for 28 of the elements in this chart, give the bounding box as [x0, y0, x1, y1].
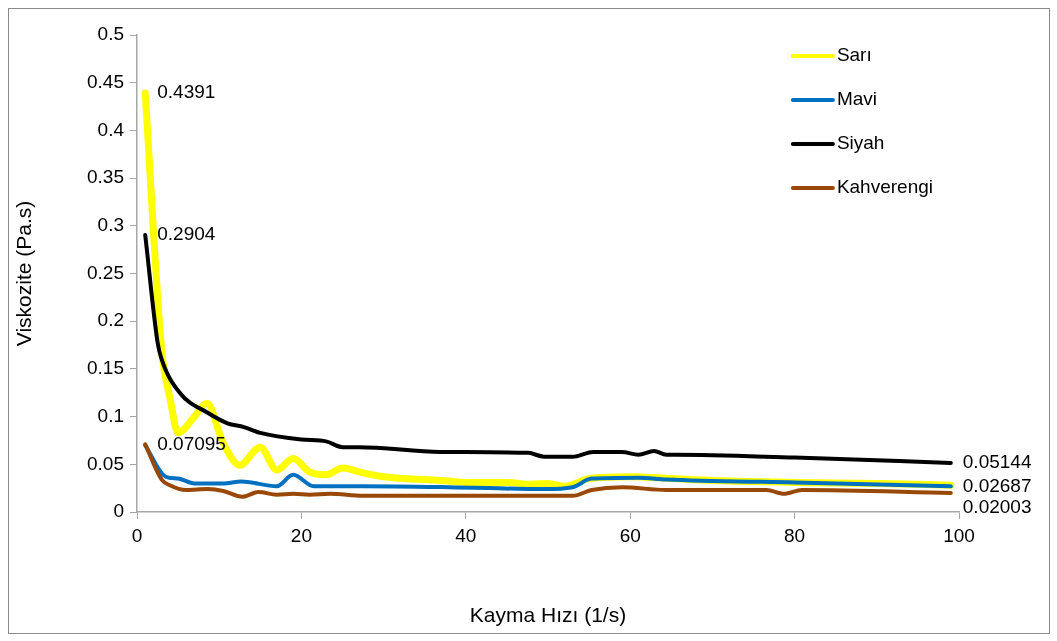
legend-label: Siyah	[836, 132, 885, 154]
x-tick-label: 100	[943, 524, 975, 546]
y-tick-label: 0.5	[97, 23, 124, 45]
legend-label: Mavi	[836, 88, 877, 110]
x-tick-label: 40	[455, 524, 477, 546]
y-tick-label: 0.2	[97, 309, 124, 331]
data-label: 0.05144	[962, 451, 1032, 473]
x-tick-label: 60	[619, 524, 641, 546]
y-axis-title: Viskozite (Pa.s)	[12, 200, 36, 347]
y-tick-label: 0.05	[87, 452, 124, 474]
y-tick-label: 0.3	[97, 214, 124, 236]
x-tick-label: 80	[784, 524, 806, 546]
data-label: 0.2904	[157, 223, 216, 245]
data-label: 0.4391	[157, 81, 216, 103]
y-tick-label: 0.35	[87, 166, 124, 188]
x-tick-label: 20	[290, 524, 312, 546]
y-tick-label: 0.15	[87, 357, 124, 379]
x-axis-title: Kayma Hızı (1/s)	[469, 603, 627, 627]
x-tick-label: 0	[131, 524, 143, 546]
y-tick-label: 0.1	[97, 404, 124, 426]
legend-label: Kahverengi	[836, 176, 933, 198]
legend-label: Sarı	[836, 44, 872, 66]
y-tick-label: 0.25	[87, 261, 124, 283]
data-label: 0.02003	[962, 496, 1032, 518]
y-tick-label: 0.45	[87, 70, 124, 92]
y-tick-label: 0	[113, 500, 124, 522]
y-tick-label: 0.4	[97, 118, 125, 140]
data-label: 0.02687	[962, 474, 1032, 496]
